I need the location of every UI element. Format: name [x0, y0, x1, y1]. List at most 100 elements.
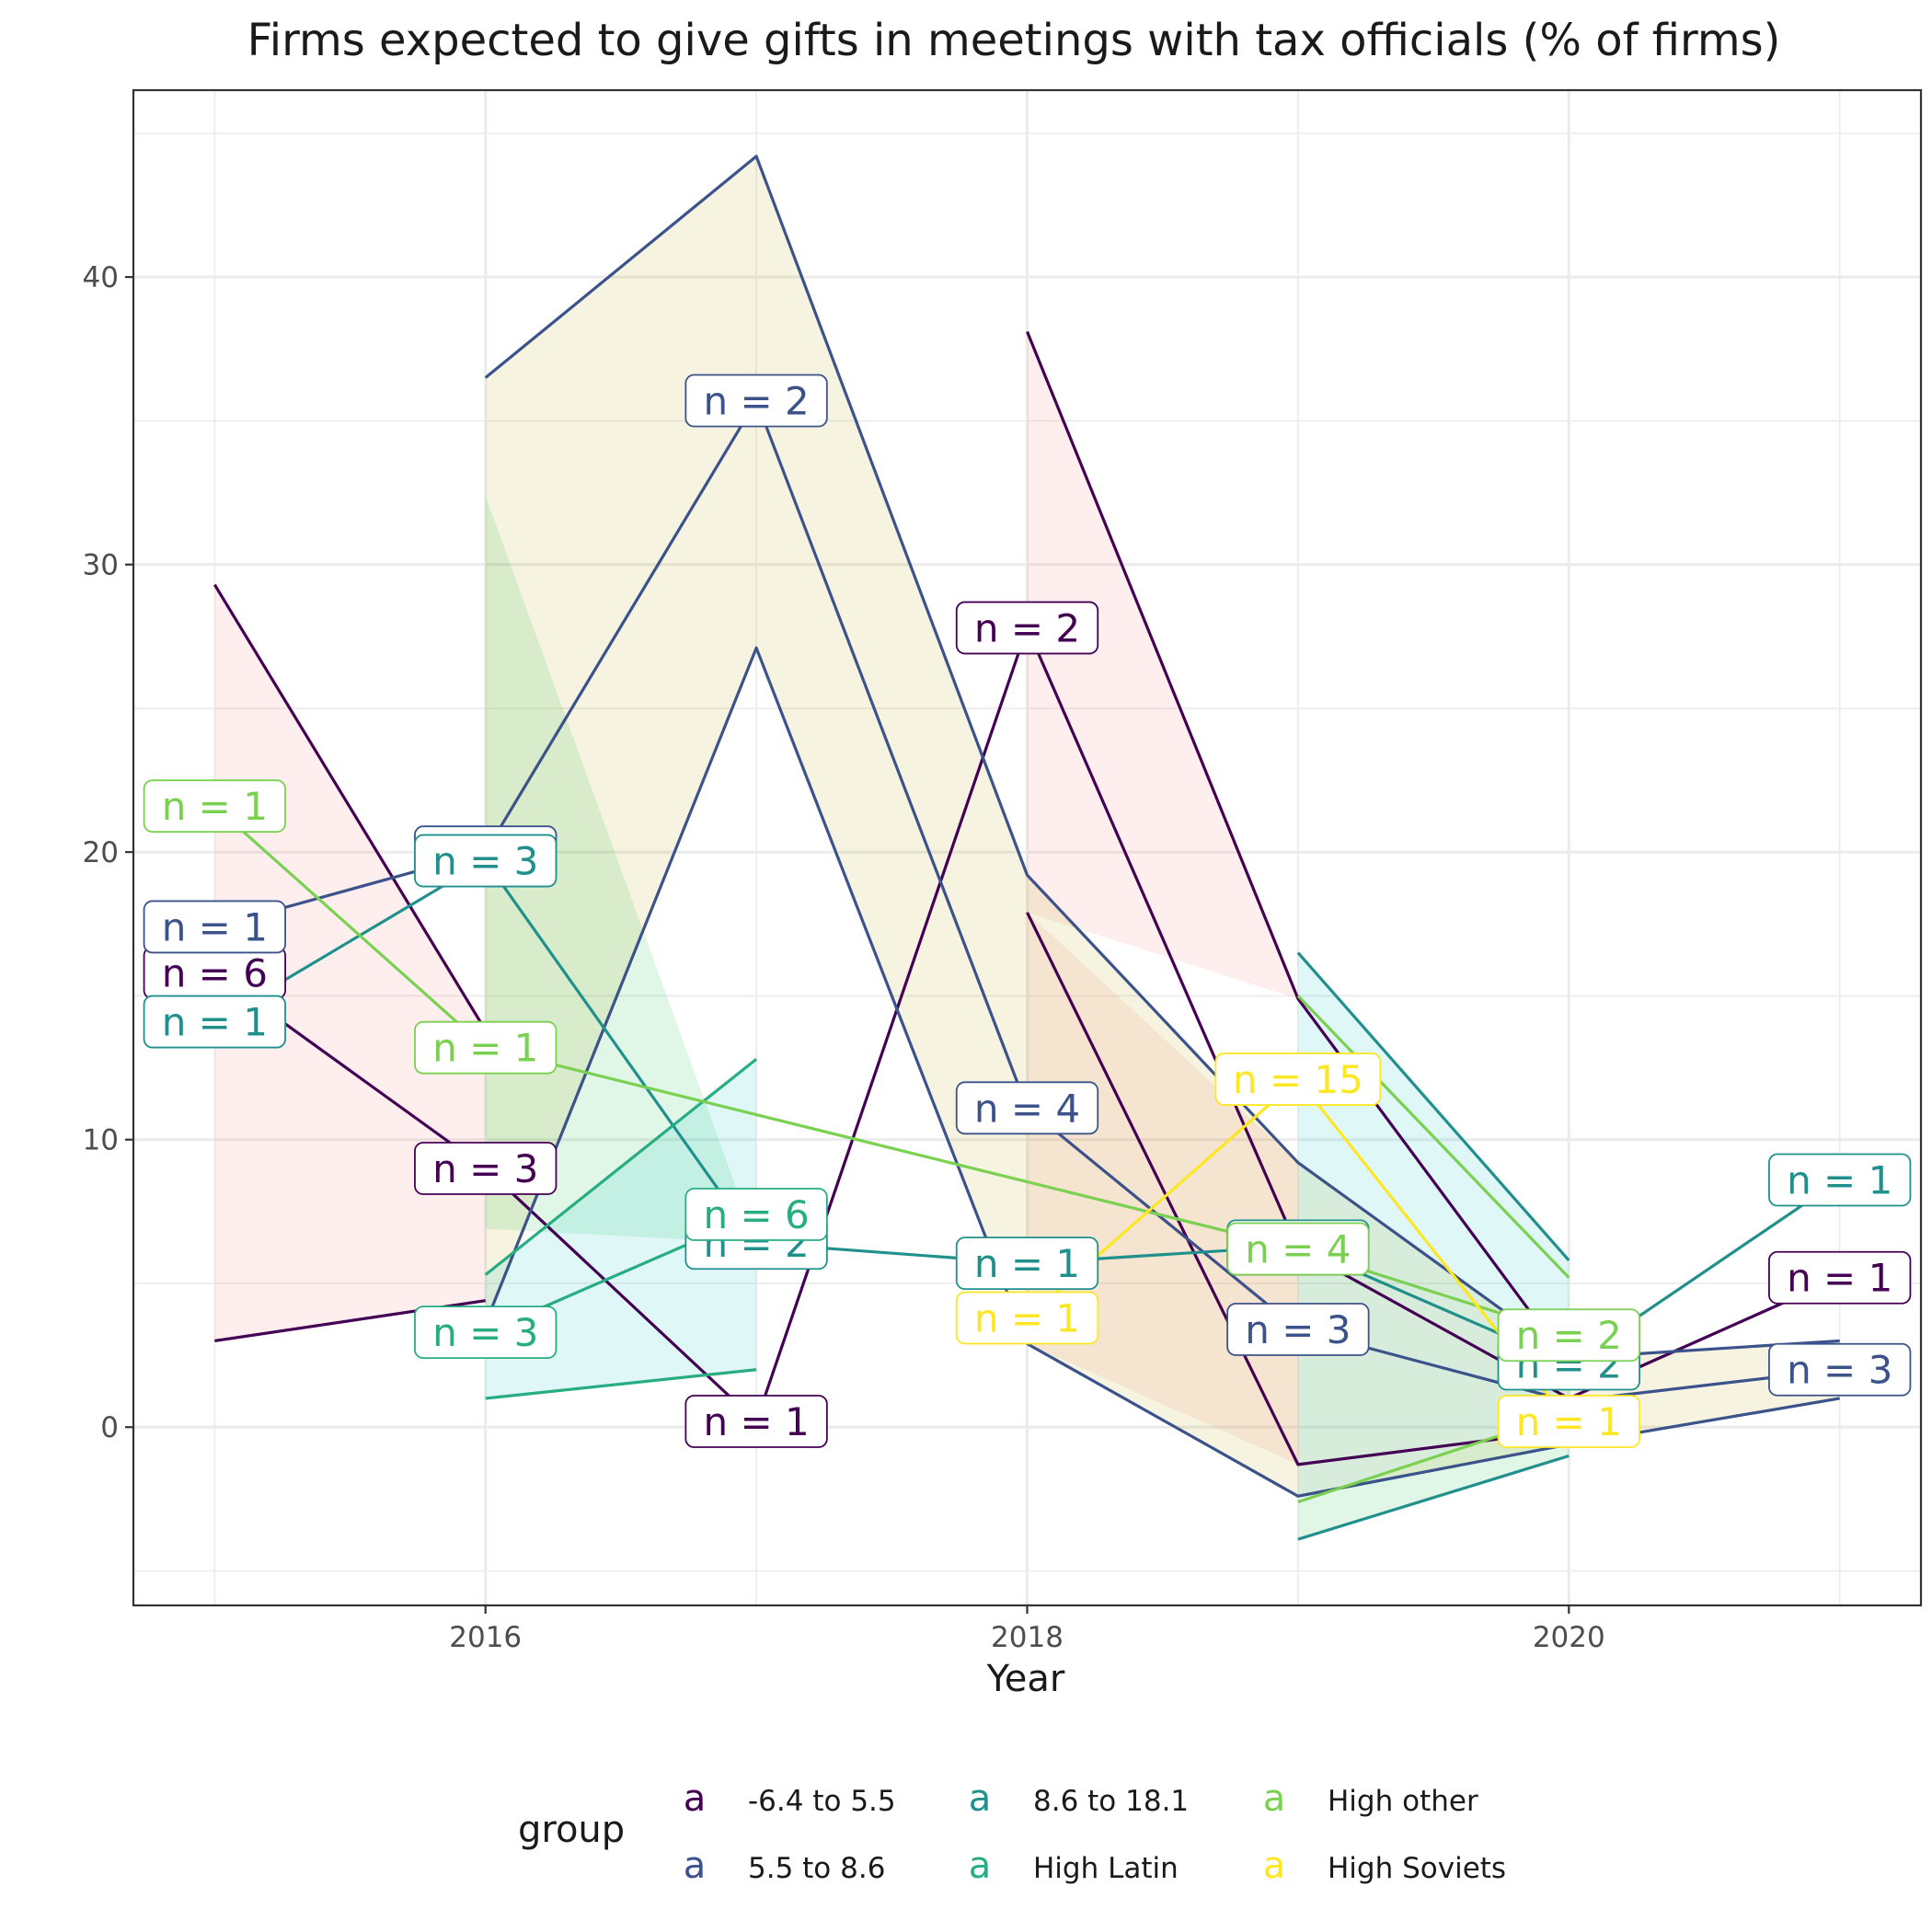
n-label-box [1226, 1303, 1370, 1356]
legend-key-glyph: a [1263, 1777, 1286, 1820]
n-label-box [414, 1142, 558, 1195]
n-label-box [1768, 1250, 1912, 1305]
legend: a -6.4 to 5.5 a 5.5 to 8.6 a 8.6 to 18.1 a High… [684, 1777, 1506, 1887]
n-label-text: n = 1 [1516, 1399, 1622, 1444]
legend-key-glyph: a [684, 1845, 707, 1887]
n-label-text: n = 2 [974, 605, 1080, 650]
x-tick-label: 2016 [449, 1621, 522, 1654]
n-label-text: n = 1 [974, 1295, 1080, 1340]
n-label: n = 6 [143, 946, 286, 1000]
n-label: n = 3 [414, 834, 558, 888]
x-tick-label: 2020 [1533, 1621, 1605, 1654]
n-label-text: n = 3 [432, 839, 538, 884]
n-label: n = 4 [955, 1081, 1099, 1135]
n-label-text: n = 3 [1245, 1307, 1351, 1352]
n-label: n = 1 [1768, 1153, 1912, 1207]
n-label: n = 1 [143, 995, 286, 1049]
n-label-text: n = 1 [162, 904, 268, 949]
n-label-text: n = 1 [162, 1000, 268, 1045]
n-label-text: n = 1 [974, 1241, 1080, 1286]
n-label-text: n = 2 [1516, 1313, 1622, 1358]
n-label: n = 15 [1214, 1052, 1382, 1106]
legend-entry-label: High Soviets [1328, 1852, 1506, 1885]
y-tick-label: 10 [83, 1124, 119, 1157]
n-label-text: n = 2 [703, 379, 809, 424]
n-label-text: n = 6 [162, 950, 268, 995]
y-tick-label: 30 [83, 549, 119, 582]
series-upper-line [213, 583, 488, 1031]
n-label-text: n = 3 [1787, 1348, 1892, 1393]
n-label: n = 2 [1497, 1308, 1640, 1363]
legend-key-glyph: a [969, 1845, 992, 1887]
n-label-box [684, 374, 828, 428]
n-label-box [1497, 1395, 1640, 1448]
n-label-box [955, 1236, 1099, 1290]
n-label-box [1226, 1222, 1370, 1276]
n-label-box [414, 834, 558, 888]
chart-title: Firms expected to give gifts in meetings… [247, 15, 1781, 66]
n-label-box [1768, 1342, 1912, 1397]
x-tick-label: 2018 [991, 1621, 1064, 1654]
n-label: n = 1 [955, 1236, 1099, 1290]
legend-title: group [518, 1809, 625, 1851]
legend-key-glyph: a [684, 1777, 707, 1820]
n-label: n = 6 [684, 1188, 828, 1241]
gridlines [133, 90, 1921, 1605]
n-label-box [414, 1020, 558, 1075]
n-label-text: n = 1 [432, 1026, 538, 1071]
n-label-text: n = 4 [974, 1086, 1080, 1131]
n-label-box [414, 1305, 558, 1360]
n-label: n = 1 [1497, 1395, 1640, 1448]
series-lower-line [1297, 1454, 1570, 1541]
y-axis: 0 10 20 30 40 [83, 261, 133, 1444]
n-label-box [143, 779, 286, 834]
n-label-box [143, 900, 286, 954]
n-label: n = 3 [1226, 1303, 1370, 1356]
n-label: n = 3 [1768, 1342, 1912, 1397]
n-label-box [684, 1395, 828, 1448]
series-line [213, 804, 1570, 1337]
n-label-text: n = 1 [1787, 1256, 1892, 1301]
n-label-box [955, 601, 1099, 655]
n-label: n = 2 [684, 374, 828, 428]
legend-entry-label: 8.6 to 18.1 [1033, 1785, 1189, 1818]
n-label-box [143, 995, 286, 1049]
y-tick-label: 0 [100, 1411, 119, 1444]
n-label-box [684, 1188, 828, 1241]
series-upper-line [1296, 951, 1570, 1262]
n-label-text: n = 6 [703, 1192, 809, 1237]
legend-key-glyph: a [1263, 1845, 1286, 1887]
series-lower-line [485, 1368, 757, 1400]
n-labels: n = 6 n = 3 n = 1 n = 2 n = 2 n = 1 n = 1 n = 3… [143, 374, 1912, 1448]
legend-entry-label: 5.5 to 8.6 [748, 1852, 885, 1885]
n-label-text: n = 1 [703, 1399, 809, 1444]
n-label-text: n = 1 [1787, 1157, 1892, 1202]
legend-entry-label: -6.4 to 5.5 [748, 1785, 896, 1818]
n-label-text: n = 15 [1233, 1057, 1363, 1102]
n-label: n = 2 [955, 601, 1099, 655]
series-upper-line [1026, 330, 1570, 1365]
n-label-box [955, 1081, 1099, 1135]
n-label: n = 4 [1226, 1222, 1370, 1276]
legend-entry-label: High other [1328, 1785, 1478, 1818]
n-label: n = 1 [684, 1395, 828, 1448]
n-label: n = 3 [414, 1142, 558, 1195]
n-label: n = 3 [414, 1305, 558, 1360]
n-label: n = 1 [143, 900, 286, 954]
x-axis: 2016 2018 2020 [449, 1605, 1605, 1654]
y-tick-label: 40 [83, 261, 119, 294]
legend-key-glyph: a [969, 1777, 992, 1820]
n-label: n = 1 [414, 1020, 558, 1075]
n-label: n = 1 [1768, 1250, 1912, 1305]
n-label-box [1497, 1308, 1640, 1363]
legend-entry-label: High Latin [1033, 1852, 1179, 1885]
series-upper-line [1296, 995, 1570, 1279]
n-label-text: n = 4 [1245, 1226, 1351, 1271]
n-label: n = 1 [143, 779, 286, 834]
series-upper-line [484, 1057, 758, 1276]
x-axis-title: Year [986, 1658, 1065, 1700]
n-label-text: n = 3 [432, 1310, 538, 1355]
n-label-text: n = 1 [162, 784, 268, 829]
n-label-box [1768, 1153, 1912, 1207]
